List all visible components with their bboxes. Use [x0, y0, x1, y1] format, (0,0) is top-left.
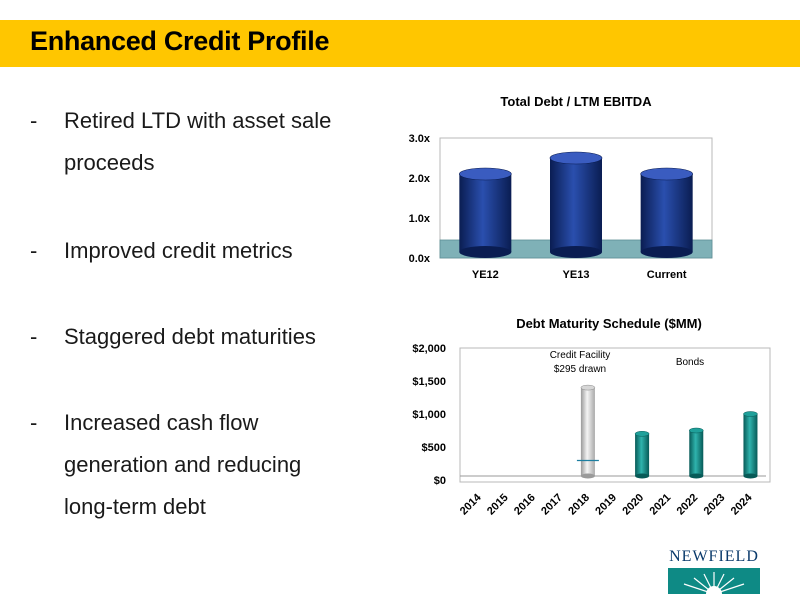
y-tick-label: $500	[422, 442, 446, 454]
bullet-dash: -	[30, 324, 38, 349]
bullet-dash: -	[30, 410, 38, 435]
bullet-line: Staggered debt maturities	[64, 324, 316, 349]
bar-body	[550, 158, 602, 252]
bar-top	[640, 167, 693, 181]
bond-bar	[689, 427, 704, 479]
x-tick-label: 2019	[593, 492, 619, 518]
bullet-line: Improved credit metrics	[64, 238, 293, 263]
bar-body	[459, 174, 512, 252]
chart-title: Debt Maturity Schedule ($MM)	[516, 316, 702, 331]
y-tick-label: 1.0x	[409, 213, 431, 225]
bullet-text: Increased cash flow generation and reduc…	[64, 402, 374, 528]
chart-title: Total Debt / LTM EBITDA	[500, 94, 652, 109]
bond-bar	[743, 411, 758, 479]
y-tick-label: $0	[434, 475, 446, 487]
x-tick-label: 2021	[648, 492, 674, 518]
y-tick-label: $2,000	[412, 343, 446, 355]
bar	[549, 151, 603, 258]
x-tick-label: 2016	[512, 492, 538, 518]
bond-bar	[634, 431, 650, 479]
bar-body	[743, 414, 758, 476]
bar-top	[743, 411, 758, 417]
bullet-text: Staggered debt maturities	[64, 316, 374, 358]
bar-base	[550, 246, 602, 258]
bullet-line: Increased cash flow	[64, 410, 259, 435]
y-tick-label: 3.0x	[409, 133, 431, 145]
annotation-credit-facility: $295 drawn	[554, 364, 606, 375]
bar-base	[580, 473, 595, 479]
y-tick-label: 2.0x	[409, 173, 431, 185]
bar-base	[640, 246, 693, 258]
bullet-dash: -	[30, 238, 38, 263]
bullet-line: generation and reducing	[64, 452, 302, 477]
y-tick-label: 0.0x	[409, 253, 431, 265]
credit-facility-bar	[576, 384, 599, 479]
bar-base	[743, 473, 758, 479]
x-tick-label: 2024	[729, 491, 755, 517]
annotation-credit-facility: Credit Facility	[550, 350, 611, 361]
logo-text: NEWFIELD	[669, 548, 759, 565]
x-tick-label: 2017	[539, 492, 565, 518]
page-title: Enhanced Credit Profile	[30, 26, 330, 56]
x-tick-label: Current	[647, 269, 687, 281]
y-tick-label: $1,000	[412, 409, 446, 421]
bar-top	[634, 431, 650, 437]
bar-base	[635, 473, 650, 479]
sunrise-icon	[668, 568, 760, 594]
x-tick-label: YE12	[472, 269, 499, 281]
bar-base	[689, 473, 704, 479]
bar-top	[459, 167, 512, 181]
bullet-line: Retired LTD with asset sale	[64, 108, 332, 133]
bar-body	[635, 433, 650, 476]
bar-top	[689, 427, 704, 434]
y-tick-label: $1,500	[412, 376, 446, 388]
annotation-bonds: Bonds	[676, 357, 704, 368]
bullet-dash: -	[30, 108, 38, 133]
bar-top	[549, 151, 603, 165]
bar	[640, 167, 693, 258]
bullet-text: Retired LTD with asset sale proceeds	[64, 100, 374, 184]
x-tick-label: 2014	[458, 491, 484, 517]
bar-body	[689, 430, 704, 476]
bar-body	[640, 174, 693, 252]
x-tick-label: 2020	[620, 492, 646, 518]
bullet-text: Improved credit metrics	[64, 230, 374, 272]
bullet-line: proceeds	[64, 150, 155, 175]
x-tick-label: 2015	[485, 492, 511, 518]
x-tick-label: 2018	[566, 492, 592, 518]
title-bar: Enhanced Credit Profile	[0, 20, 800, 67]
bar	[459, 167, 512, 258]
bullet-line: long-term debt	[64, 494, 206, 519]
x-tick-label: 2022	[675, 492, 701, 518]
bar-body	[580, 387, 595, 476]
bar-top	[580, 384, 596, 391]
x-tick-label: YE13	[563, 269, 590, 281]
plot-area	[459, 347, 771, 483]
x-tick-label: 2023	[702, 492, 728, 518]
newfield-logo: NEWFIELD	[668, 548, 760, 594]
bar-base	[459, 246, 512, 258]
